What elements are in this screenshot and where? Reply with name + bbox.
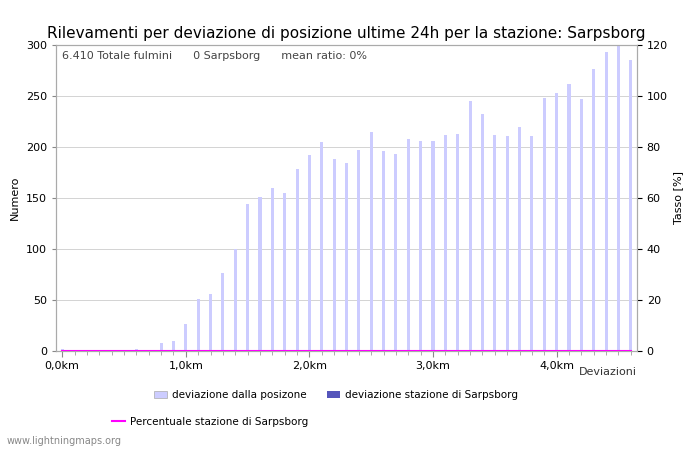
Bar (568, 84, 570, 351)
Y-axis label: Tasso [%]: Tasso [%] (673, 171, 683, 225)
Bar (394, 154, 398, 351)
Bar (308, 155, 311, 351)
Bar (505, 136, 509, 351)
Bar (320, 142, 323, 351)
Bar (357, 150, 360, 351)
Bar (246, 204, 249, 351)
Bar (456, 134, 459, 351)
Text: www.lightningmaps.org: www.lightningmaps.org (7, 436, 122, 446)
Text: 6.410 Totale fulmini      0 Sarpsborg      mean ratio: 0%: 6.410 Totale fulmini 0 Sarpsborg mean ra… (62, 51, 367, 61)
Bar (617, 45, 620, 351)
Bar (382, 151, 385, 351)
Bar (184, 324, 188, 351)
Bar (407, 139, 410, 351)
Bar (592, 69, 595, 351)
Bar (209, 294, 212, 351)
Title: Rilevamenti per deviazione di posizione ultime 24h per la stazione: Sarpsborg: Rilevamenti per deviazione di posizione … (48, 26, 645, 41)
Bar (542, 98, 546, 351)
Y-axis label: Numero: Numero (10, 176, 20, 220)
Bar (481, 114, 484, 351)
Bar (135, 349, 138, 351)
Bar (518, 126, 521, 351)
Bar (61, 349, 64, 351)
Bar (444, 135, 447, 351)
Bar (234, 249, 237, 351)
Legend: Percentuale stazione di Sarpsborg: Percentuale stazione di Sarpsborg (108, 413, 312, 431)
Bar (283, 193, 286, 351)
Bar (258, 197, 262, 351)
Bar (221, 274, 225, 351)
Bar (172, 341, 175, 351)
Bar (531, 136, 533, 351)
Legend: deviazione dalla posizone, deviazione stazione di Sarpsborg: deviazione dalla posizone, deviazione st… (150, 386, 522, 404)
Bar (580, 99, 583, 351)
Bar (147, 350, 150, 351)
Bar (160, 343, 162, 351)
Bar (197, 299, 199, 351)
Text: Deviazioni: Deviazioni (579, 367, 637, 377)
Bar (332, 159, 336, 351)
Bar (345, 163, 348, 351)
Bar (431, 141, 435, 351)
Bar (370, 132, 373, 351)
Bar (629, 60, 632, 351)
Bar (468, 101, 472, 351)
Bar (605, 52, 608, 351)
Bar (555, 93, 558, 351)
Bar (419, 141, 422, 351)
Bar (295, 170, 299, 351)
Bar (271, 188, 274, 351)
Bar (494, 135, 496, 351)
